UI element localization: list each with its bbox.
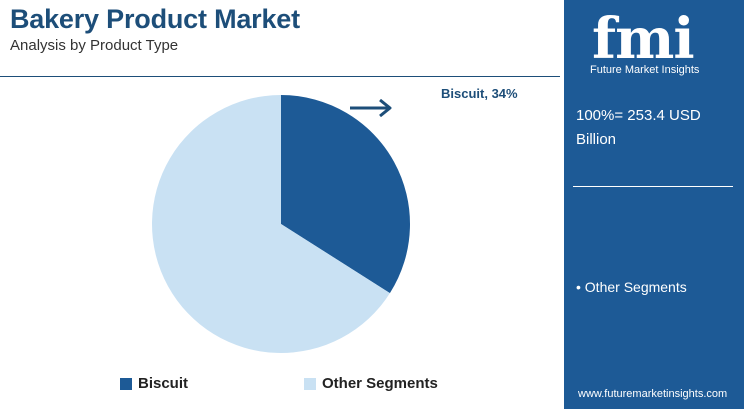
title-divider [0,76,560,77]
legend-label-other-segments: Other Segments [322,375,438,392]
side-panel [564,0,744,409]
legend-swatch-other-segments [304,377,316,390]
legend-swatch-biscuit [120,377,132,390]
logo-subtitle: Future Market Insights [590,64,700,76]
pie-slices [152,95,411,353]
market-total: 100%= 253.4 USD Billion [576,107,701,148]
pie-chart [152,95,411,353]
website-url: www.futuremarketinsights.com [578,388,728,400]
legend-item-biscuit: Biscuit [120,375,188,392]
panel-segment-item: • Other Segments [576,279,687,295]
data-label-biscuit: Biscuit, 34% [441,86,518,101]
legend-label-biscuit: Biscuit [138,375,189,392]
chart-subtitle: Analysis by Product Type [10,37,179,54]
pie-slice-biscuit [281,95,411,294]
pie-slice-other-segments [152,95,390,353]
panel-divider [573,186,733,187]
fmi-logo: fmi [592,6,695,72]
legend-item-other-segments: Other Segments [304,375,438,392]
arrow-icon [350,98,392,118]
chart-title: Bakery Product Market [10,4,300,34]
